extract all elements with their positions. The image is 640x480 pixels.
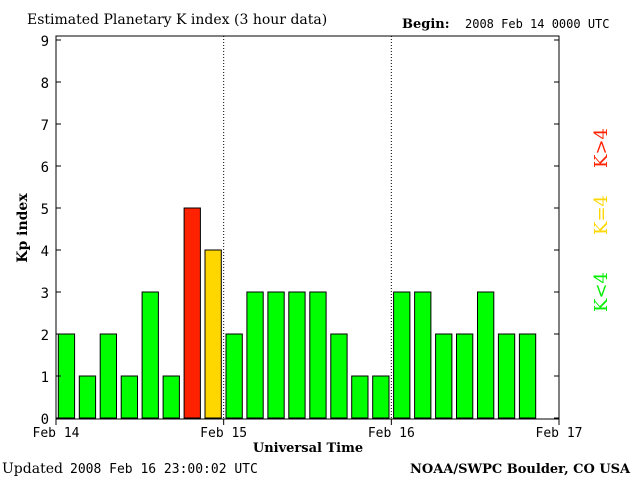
y-tick-label-2: 2 [41, 328, 49, 344]
y-tick-label-0: 0 [41, 412, 49, 428]
kp-bar-16 [372, 375, 390, 419]
kp-bar-21 [477, 291, 495, 419]
bars-group [57, 207, 537, 419]
y-tick-label-9: 9 [41, 34, 49, 50]
day-dividers [223, 36, 392, 419]
y-tick-label-8: 8 [41, 76, 49, 92]
kp-bar-17 [393, 291, 411, 419]
begin-label: Begin: [402, 17, 450, 32]
kp-bar-4 [120, 375, 138, 419]
kp-bar-15 [351, 375, 369, 419]
plot-frame [55, 35, 560, 420]
y-tick-label-7: 7 [41, 118, 49, 134]
kp-bar-13 [309, 291, 327, 419]
y-tick-label-4: 4 [41, 244, 49, 260]
updated-value: 2008 Feb 16 23:00:02 UTC [70, 462, 258, 477]
x-axis: Feb 14 Feb 15 Feb 16 Feb 17 [33, 419, 583, 441]
legend-k-less-4: K<4 [591, 272, 612, 312]
kp-bar-23 [518, 333, 537, 419]
y-tick-label-3: 3 [41, 286, 49, 302]
chart-title: Estimated Planetary K index (3 hour data… [27, 12, 327, 28]
kp-bar-5 [141, 291, 159, 419]
x-tick-label-3: Feb 16 [368, 426, 415, 441]
kp-bar-11 [267, 291, 285, 419]
x-axis-label: Universal Time [253, 441, 363, 456]
kp-bar-14 [330, 333, 348, 419]
kp-bar-18 [414, 291, 432, 419]
y-tick-label-6: 6 [41, 160, 49, 176]
y-tick-label-1: 1 [41, 370, 49, 386]
kp-bar-7 [183, 207, 201, 419]
kp-bar-8 [204, 249, 222, 419]
kp-bar-9 [225, 333, 243, 419]
kp-bar-2 [78, 375, 97, 419]
begin-value: 2008 Feb 14 0000 UTC [465, 17, 610, 31]
kp-bar-3 [99, 333, 117, 419]
legend-k-equal-4: K=4 [591, 195, 612, 235]
y-axis-label: Kp index [15, 193, 31, 263]
x-tick-label-1: Feb 14 [33, 426, 80, 441]
kp-bar-22 [497, 333, 516, 419]
updated-label: Updated [2, 461, 63, 477]
kp-bar-6 [162, 375, 180, 419]
kp-bar-10 [246, 291, 264, 419]
legend-k-greater-4: K>4 [591, 128, 612, 168]
x-tick-label-4: Feb 17 [536, 426, 583, 441]
kp-bar-19 [435, 333, 453, 419]
data-source: NOAA/SWPC Boulder, CO USA [410, 462, 631, 477]
y-axis: 0 1 2 3 4 5 6 7 8 9 [41, 34, 559, 428]
x-tick-label-2: Feb 15 [200, 426, 247, 441]
y-tick-label-5: 5 [41, 202, 49, 218]
kp-bar-12 [288, 291, 306, 419]
kp-bar-20 [456, 333, 474, 419]
